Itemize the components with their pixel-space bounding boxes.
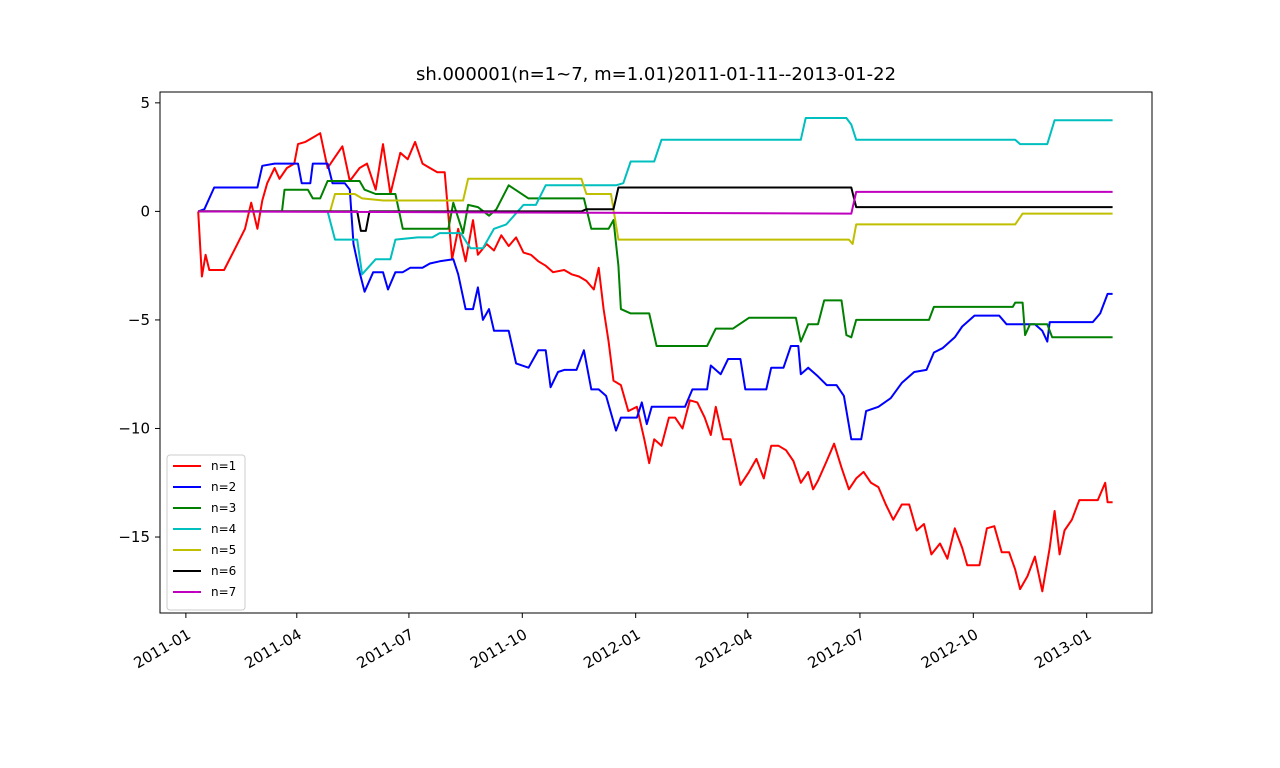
legend-label-6: n=6 bbox=[211, 564, 236, 578]
x-tick-label-8: 2012-10 bbox=[918, 625, 981, 672]
y-axis: 5 0 −5 −10 −15 bbox=[118, 94, 160, 546]
y-tick-label-1: 5 bbox=[140, 94, 150, 112]
legend-label-3: n=3 bbox=[211, 501, 236, 515]
series-layer bbox=[197, 117, 1113, 593]
y-tick-label-3: −5 bbox=[128, 311, 150, 329]
legend-label-7: n=7 bbox=[211, 585, 236, 599]
chart-title: sh.000001(n=1~7, m=1.01)2011-01-11--2013… bbox=[416, 64, 896, 85]
legend-label-4: n=4 bbox=[211, 522, 236, 536]
x-tick-label-4: 2011-10 bbox=[467, 625, 530, 672]
x-tick-label-5: 2012-01 bbox=[580, 625, 643, 672]
series-line-6 bbox=[198, 186, 1113, 232]
x-tick-label-1: 2011-01 bbox=[131, 625, 194, 672]
plot-frame bbox=[159, 91, 1153, 614]
x-tick-label-7: 2012-07 bbox=[805, 625, 868, 672]
legend-label-1: n=1 bbox=[211, 459, 236, 473]
y-tick-label-2: 0 bbox=[140, 202, 150, 220]
x-tick-label-2: 2011-04 bbox=[241, 625, 304, 672]
x-tick-label-6: 2012-04 bbox=[693, 625, 756, 672]
series-line-2 bbox=[197, 162, 1113, 441]
legend-label-5: n=5 bbox=[211, 543, 236, 557]
series-line-5 bbox=[198, 177, 1113, 245]
series-line-3 bbox=[198, 180, 1113, 347]
series-line-1 bbox=[197, 132, 1113, 593]
series-line-7 bbox=[198, 190, 1113, 215]
x-tick-label-9: 2013-01 bbox=[1031, 625, 1094, 672]
y-tick-label-5: −15 bbox=[118, 528, 150, 546]
x-axis: 2011-01 2011-04 2011-07 2011-10 2012-01 2012-… bbox=[131, 613, 1095, 672]
series-line-4 bbox=[198, 117, 1113, 276]
legend: n=1 n=2 n=3 n=4 n=5 n=6 n=7 bbox=[166, 454, 246, 611]
x-tick-label-3: 2011-07 bbox=[354, 625, 417, 672]
y-tick-label-4: −10 bbox=[118, 419, 150, 437]
legend-label-2: n=2 bbox=[211, 480, 236, 494]
